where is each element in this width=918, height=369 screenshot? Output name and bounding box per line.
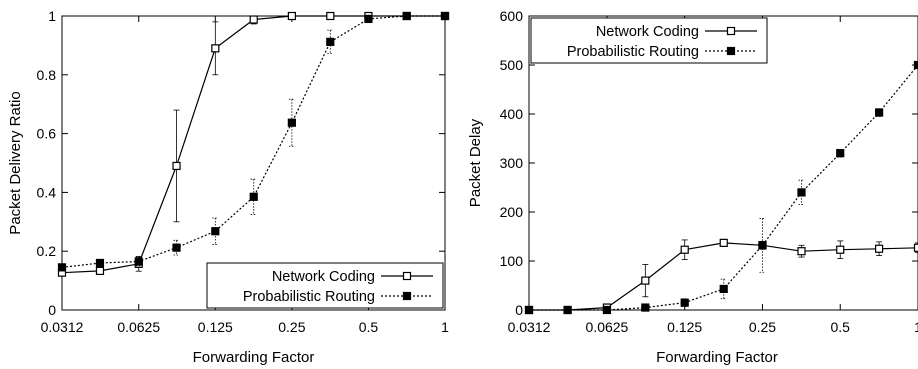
data-point xyxy=(287,11,296,21)
series-line xyxy=(529,242,918,311)
x-tick-label: 0.25 xyxy=(278,319,305,335)
data-point xyxy=(172,243,181,252)
legend-marker xyxy=(726,46,736,56)
x-axis-title: Forwarding Factor xyxy=(193,349,315,366)
data-point xyxy=(875,108,884,117)
data-point xyxy=(287,118,296,127)
y-tick-label: 200 xyxy=(500,204,524,220)
data-point xyxy=(326,11,335,21)
chart-2: 0 100 200 300 400 500 600 0.0312 0.0625 0.125 0.25… xyxy=(467,8,918,366)
legend-marker xyxy=(402,291,412,301)
data-point xyxy=(95,266,105,275)
data-point xyxy=(719,284,728,294)
y-tick-label: 1 xyxy=(48,8,56,24)
y-tick-label: 0.2 xyxy=(37,243,57,259)
x-tick-label: 0.0625 xyxy=(117,319,160,335)
data-point xyxy=(836,245,845,254)
data-point xyxy=(524,305,534,315)
data-point xyxy=(563,305,572,315)
legend-marker xyxy=(402,271,412,281)
series-line xyxy=(61,15,445,274)
data-point xyxy=(797,188,806,197)
legend: Network Coding Probabilistic Routing xyxy=(206,262,444,309)
data-point xyxy=(211,44,220,53)
legend-marker xyxy=(726,26,736,36)
data-point xyxy=(134,257,143,266)
y-tick-label: 600 xyxy=(500,8,524,24)
y-tick-label: 300 xyxy=(500,155,524,171)
series-line xyxy=(61,15,445,268)
data-point xyxy=(402,11,411,21)
data-point xyxy=(440,11,450,21)
legend-label: Network Coding xyxy=(596,24,699,40)
x-tick-label: 0.0312 xyxy=(41,319,84,335)
y-tick-label: 0 xyxy=(515,302,523,318)
data-point xyxy=(326,37,335,46)
data-point xyxy=(249,15,258,24)
y-axis-title: Packet Delay xyxy=(467,118,484,207)
y-axis-title: Packet Delivery Ratio xyxy=(7,91,24,234)
legend-label: Probabilistic Routing xyxy=(567,44,699,60)
series-network-coding xyxy=(524,238,918,315)
x-tick-label: 0.125 xyxy=(667,319,702,335)
data-point xyxy=(364,14,373,24)
chart-1: 0 0.2 0.4 0.6 0.8 1 0.0312 0.0625 0.125 0.25 0.5 1 F… xyxy=(7,8,449,366)
legend: Network Coding Probabilistic Routing xyxy=(530,17,768,64)
x-tick-label: 0.5 xyxy=(831,319,851,335)
y-tick-label: 400 xyxy=(500,106,524,122)
x-axis-title: Forwarding Factor xyxy=(656,349,778,366)
y-tick-label: 0.6 xyxy=(37,126,57,142)
legend-box xyxy=(206,262,444,309)
data-point xyxy=(602,305,612,315)
data-point xyxy=(875,244,884,253)
data-point xyxy=(95,258,105,268)
legend-box xyxy=(530,17,768,64)
legend-label: Network Coding xyxy=(272,269,375,285)
data-point xyxy=(758,241,767,250)
series-line xyxy=(529,64,918,311)
data-point xyxy=(57,263,67,272)
y-tick-label: 0.8 xyxy=(37,67,57,83)
data-point xyxy=(172,161,181,171)
series-probabilistic-routing xyxy=(524,60,918,315)
x-tick-label: 0.125 xyxy=(198,319,233,335)
data-point xyxy=(249,192,258,201)
x-tick-label: 0.0312 xyxy=(508,319,551,335)
data-point xyxy=(680,298,689,307)
series-network-coding xyxy=(57,11,450,277)
legend-label: Probabilistic Routing xyxy=(243,289,375,305)
series-probabilistic-routing xyxy=(57,11,450,272)
data-point xyxy=(913,243,918,252)
x-tick-label: 1 xyxy=(914,319,918,335)
y-tick-label: 100 xyxy=(500,253,524,269)
y-tick-label: 0.4 xyxy=(37,184,57,200)
data-point xyxy=(211,227,220,236)
data-point xyxy=(836,149,845,158)
data-point xyxy=(641,303,650,312)
x-tick-label: 1 xyxy=(441,319,449,335)
x-tick-label: 0.0625 xyxy=(586,319,629,335)
data-point xyxy=(913,60,918,70)
x-tick-label: 0.25 xyxy=(749,319,776,335)
y-tick-label: 500 xyxy=(500,57,524,73)
data-point xyxy=(797,247,806,256)
y-tick-label: 0 xyxy=(48,302,56,318)
data-point xyxy=(641,276,650,285)
data-point xyxy=(719,238,728,247)
x-tick-label: 0.5 xyxy=(359,319,379,335)
data-point xyxy=(680,245,689,254)
